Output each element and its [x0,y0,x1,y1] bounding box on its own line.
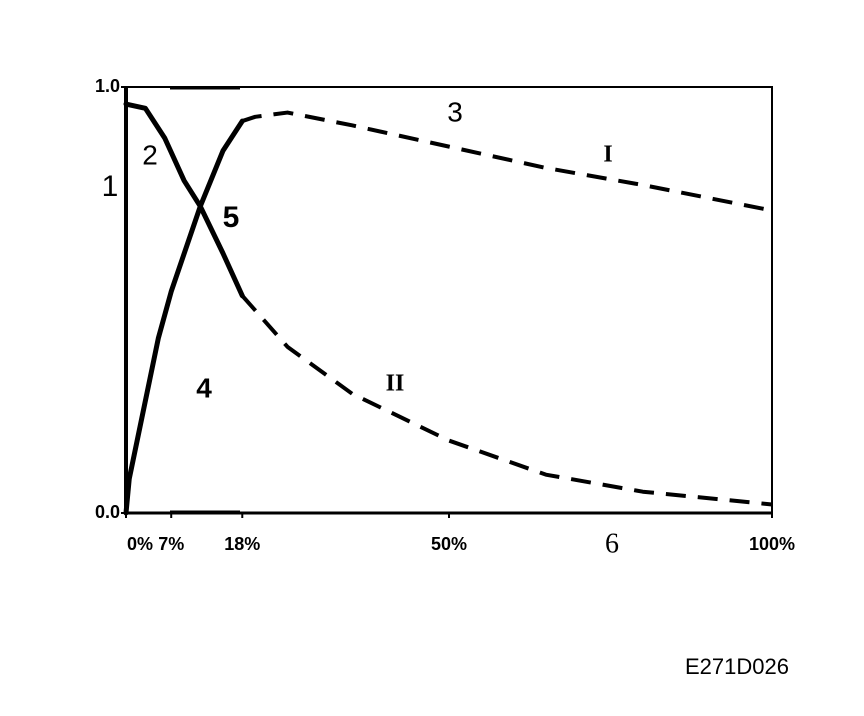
y-tick-label: 1.0 [95,76,120,96]
annotation: 1 [102,170,119,203]
series-label: I [603,142,612,168]
annotation: 4 [196,372,212,403]
figure-code: E271D026 [685,654,789,679]
y-tick-label: 0.0 [95,502,120,522]
series-line [241,110,773,213]
series-line [240,294,773,507]
annotation: 6 [605,528,619,559]
x-tick-label: 0% [127,534,153,554]
annotation: 2 [142,139,158,170]
annotation: 3 [447,96,463,127]
series-line [123,101,245,299]
annotation: 5 [223,201,240,234]
x-tick-label: 50% [431,534,467,554]
x-tick-label: 7% [158,534,184,554]
x-tick-label: 18% [224,534,260,554]
series-label: II [386,371,405,397]
series-line [123,118,245,516]
x-tick-label: 100% [749,534,795,554]
